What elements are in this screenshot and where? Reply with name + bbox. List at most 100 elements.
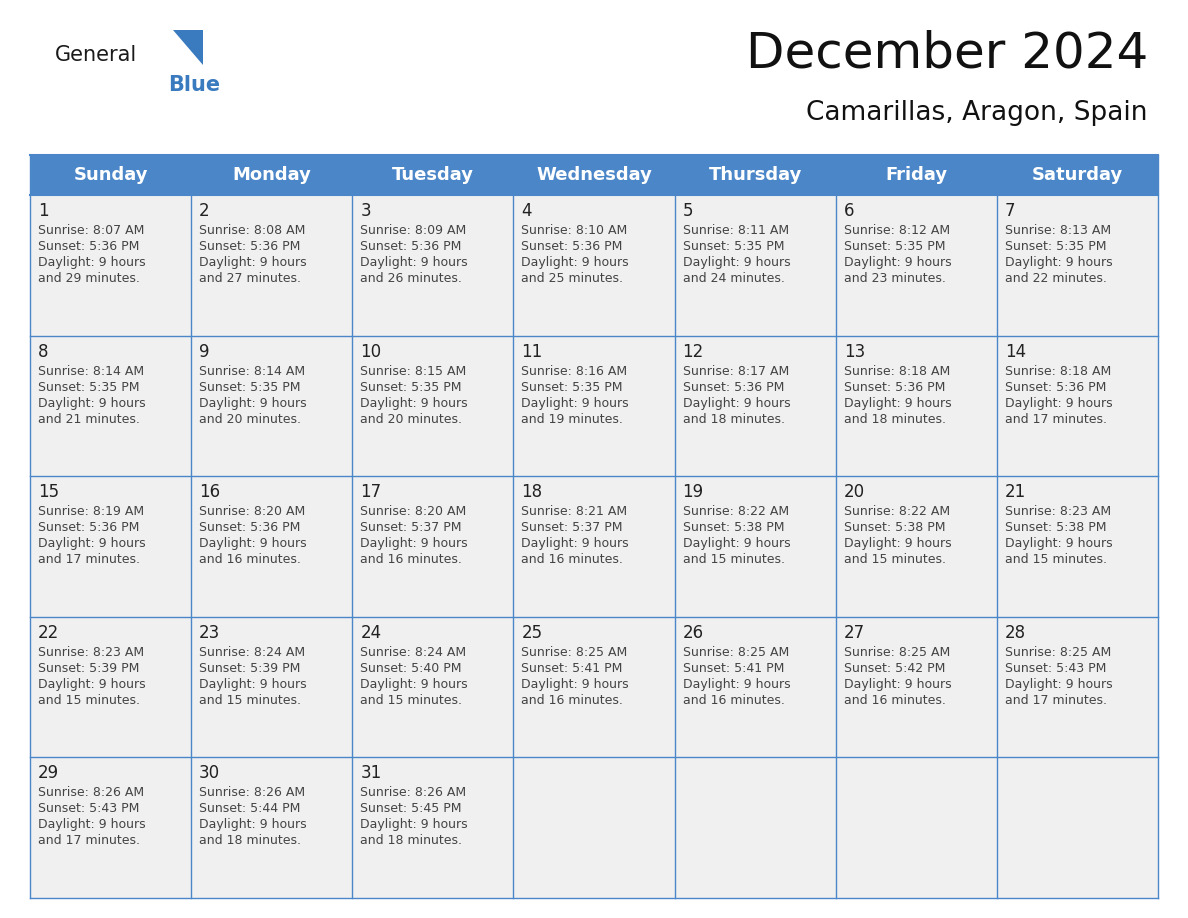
Text: Camarillas, Aragon, Spain: Camarillas, Aragon, Spain xyxy=(807,100,1148,126)
Text: Sunrise: 8:25 AM: Sunrise: 8:25 AM xyxy=(843,645,950,659)
Text: Daylight: 9 hours: Daylight: 9 hours xyxy=(522,677,630,691)
Text: Friday: Friday xyxy=(885,166,947,184)
Text: and 18 minutes.: and 18 minutes. xyxy=(360,834,462,847)
Text: Sunset: 5:35 PM: Sunset: 5:35 PM xyxy=(360,381,462,394)
Bar xyxy=(835,476,997,617)
Text: Daylight: 9 hours: Daylight: 9 hours xyxy=(200,397,307,409)
Text: Sunset: 5:41 PM: Sunset: 5:41 PM xyxy=(683,662,784,675)
Text: Sunset: 5:36 PM: Sunset: 5:36 PM xyxy=(200,521,301,534)
Bar xyxy=(353,195,513,336)
Text: Sunset: 5:42 PM: Sunset: 5:42 PM xyxy=(843,662,946,675)
Text: Daylight: 9 hours: Daylight: 9 hours xyxy=(843,537,952,550)
Text: Sunset: 5:35 PM: Sunset: 5:35 PM xyxy=(1005,240,1106,253)
Bar xyxy=(191,757,353,898)
Text: Sunset: 5:36 PM: Sunset: 5:36 PM xyxy=(1005,381,1106,394)
Text: and 18 minutes.: and 18 minutes. xyxy=(200,834,301,847)
Bar xyxy=(513,617,675,757)
Text: Sunrise: 8:13 AM: Sunrise: 8:13 AM xyxy=(1005,224,1111,237)
Text: Blue: Blue xyxy=(168,75,220,95)
Text: 12: 12 xyxy=(683,342,703,361)
Text: Daylight: 9 hours: Daylight: 9 hours xyxy=(843,256,952,269)
Text: Daylight: 9 hours: Daylight: 9 hours xyxy=(200,819,307,832)
Text: and 17 minutes.: and 17 minutes. xyxy=(1005,694,1107,707)
Text: Sunrise: 8:12 AM: Sunrise: 8:12 AM xyxy=(843,224,950,237)
Text: Daylight: 9 hours: Daylight: 9 hours xyxy=(683,537,790,550)
Text: Sunrise: 8:09 AM: Sunrise: 8:09 AM xyxy=(360,224,467,237)
Text: Sunrise: 8:19 AM: Sunrise: 8:19 AM xyxy=(38,505,144,518)
Text: 1: 1 xyxy=(38,202,49,220)
Text: 23: 23 xyxy=(200,624,221,642)
Bar xyxy=(191,476,353,617)
Text: Daylight: 9 hours: Daylight: 9 hours xyxy=(522,256,630,269)
Text: Sunrise: 8:22 AM: Sunrise: 8:22 AM xyxy=(683,505,789,518)
Text: General: General xyxy=(55,45,138,65)
Text: 13: 13 xyxy=(843,342,865,361)
Text: Sunrise: 8:23 AM: Sunrise: 8:23 AM xyxy=(1005,505,1111,518)
Text: Sunset: 5:35 PM: Sunset: 5:35 PM xyxy=(683,240,784,253)
Text: Daylight: 9 hours: Daylight: 9 hours xyxy=(1005,537,1112,550)
Text: Sunrise: 8:26 AM: Sunrise: 8:26 AM xyxy=(360,787,467,800)
Text: Daylight: 9 hours: Daylight: 9 hours xyxy=(360,397,468,409)
Bar xyxy=(513,476,675,617)
Bar xyxy=(513,155,675,195)
Text: and 27 minutes.: and 27 minutes. xyxy=(200,272,301,285)
Text: and 16 minutes.: and 16 minutes. xyxy=(522,554,624,566)
Text: and 15 minutes.: and 15 minutes. xyxy=(683,554,784,566)
Text: and 15 minutes.: and 15 minutes. xyxy=(1005,554,1107,566)
Bar xyxy=(30,155,191,195)
Text: 26: 26 xyxy=(683,624,703,642)
Text: 15: 15 xyxy=(38,483,59,501)
Text: Sunset: 5:38 PM: Sunset: 5:38 PM xyxy=(683,521,784,534)
Text: Daylight: 9 hours: Daylight: 9 hours xyxy=(200,537,307,550)
Bar xyxy=(30,476,191,617)
Text: and 17 minutes.: and 17 minutes. xyxy=(1005,412,1107,426)
Text: Sunset: 5:35 PM: Sunset: 5:35 PM xyxy=(522,381,623,394)
Text: and 19 minutes.: and 19 minutes. xyxy=(522,412,624,426)
Text: Sunset: 5:44 PM: Sunset: 5:44 PM xyxy=(200,802,301,815)
Text: Daylight: 9 hours: Daylight: 9 hours xyxy=(843,677,952,691)
Text: 17: 17 xyxy=(360,483,381,501)
Bar xyxy=(997,195,1158,336)
Text: Sunrise: 8:24 AM: Sunrise: 8:24 AM xyxy=(360,645,467,659)
Text: Daylight: 9 hours: Daylight: 9 hours xyxy=(38,256,146,269)
Text: 22: 22 xyxy=(38,624,59,642)
Text: 25: 25 xyxy=(522,624,543,642)
Text: and 18 minutes.: and 18 minutes. xyxy=(843,412,946,426)
Bar xyxy=(513,195,675,336)
Text: 7: 7 xyxy=(1005,202,1016,220)
Text: Monday: Monday xyxy=(233,166,311,184)
Text: Sunset: 5:36 PM: Sunset: 5:36 PM xyxy=(683,381,784,394)
Text: Sunset: 5:36 PM: Sunset: 5:36 PM xyxy=(38,521,139,534)
Text: 10: 10 xyxy=(360,342,381,361)
Text: Sunrise: 8:26 AM: Sunrise: 8:26 AM xyxy=(200,787,305,800)
Text: Sunrise: 8:10 AM: Sunrise: 8:10 AM xyxy=(522,224,627,237)
Text: and 29 minutes.: and 29 minutes. xyxy=(38,272,140,285)
Text: and 16 minutes.: and 16 minutes. xyxy=(683,694,784,707)
Text: Sunset: 5:41 PM: Sunset: 5:41 PM xyxy=(522,662,623,675)
Bar xyxy=(30,336,191,476)
Text: Sunrise: 8:11 AM: Sunrise: 8:11 AM xyxy=(683,224,789,237)
Text: and 20 minutes.: and 20 minutes. xyxy=(360,412,462,426)
Text: 2: 2 xyxy=(200,202,210,220)
Text: and 16 minutes.: and 16 minutes. xyxy=(360,554,462,566)
Text: Sunrise: 8:21 AM: Sunrise: 8:21 AM xyxy=(522,505,627,518)
Text: Sunrise: 8:22 AM: Sunrise: 8:22 AM xyxy=(843,505,950,518)
Text: Daylight: 9 hours: Daylight: 9 hours xyxy=(522,397,630,409)
Text: Sunset: 5:36 PM: Sunset: 5:36 PM xyxy=(38,240,139,253)
Text: Daylight: 9 hours: Daylight: 9 hours xyxy=(360,677,468,691)
Text: Sunset: 5:38 PM: Sunset: 5:38 PM xyxy=(1005,521,1106,534)
Text: 11: 11 xyxy=(522,342,543,361)
Text: Saturday: Saturday xyxy=(1032,166,1123,184)
Text: 9: 9 xyxy=(200,342,209,361)
Text: 6: 6 xyxy=(843,202,854,220)
Text: Wednesday: Wednesday xyxy=(536,166,652,184)
Text: 29: 29 xyxy=(38,765,59,782)
Text: 3: 3 xyxy=(360,202,371,220)
Text: Sunset: 5:43 PM: Sunset: 5:43 PM xyxy=(38,802,139,815)
Bar xyxy=(353,155,513,195)
Text: Sunrise: 8:18 AM: Sunrise: 8:18 AM xyxy=(1005,364,1111,377)
Text: Sunset: 5:37 PM: Sunset: 5:37 PM xyxy=(360,521,462,534)
Text: Daylight: 9 hours: Daylight: 9 hours xyxy=(200,677,307,691)
Text: Sunrise: 8:18 AM: Sunrise: 8:18 AM xyxy=(843,364,950,377)
Text: December 2024: December 2024 xyxy=(746,30,1148,78)
